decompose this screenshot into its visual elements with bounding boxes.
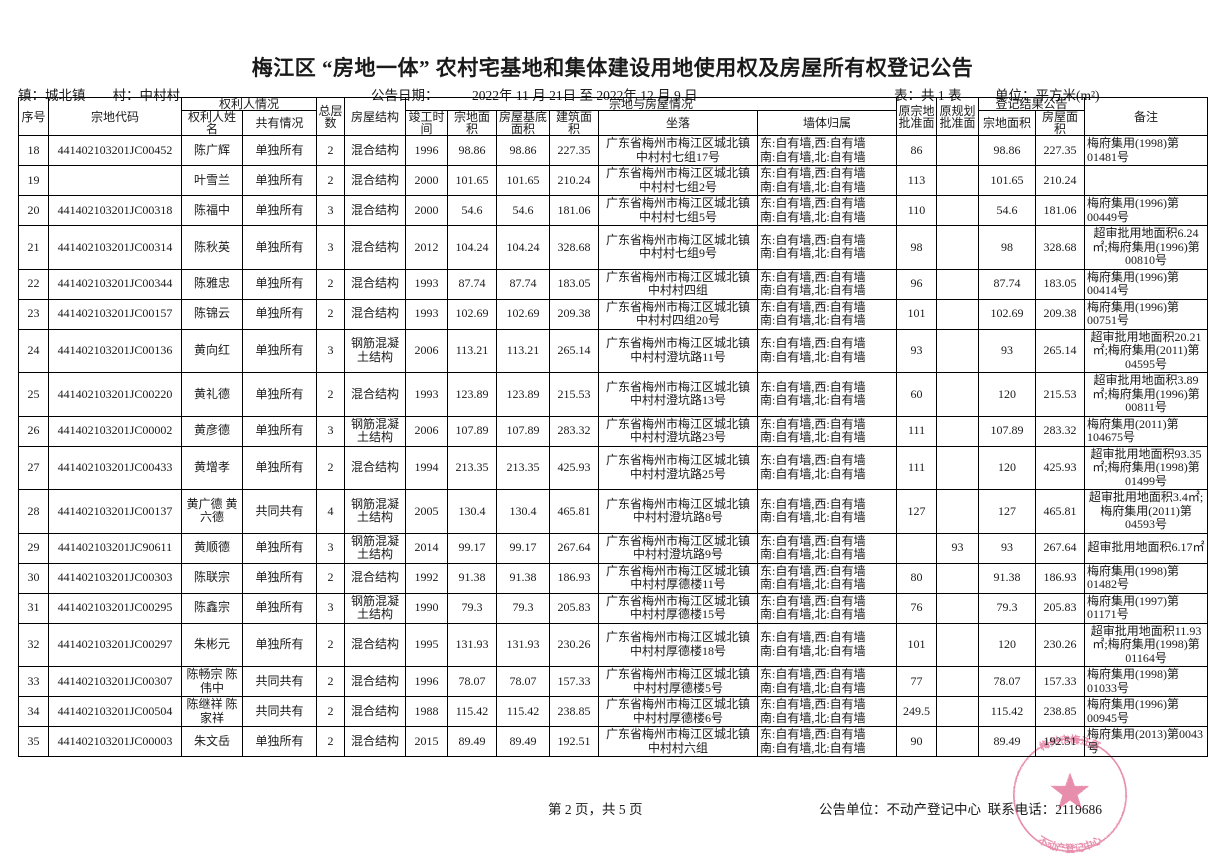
svg-text:不动产登记中心: 不动产登记中心 xyxy=(1036,834,1104,855)
